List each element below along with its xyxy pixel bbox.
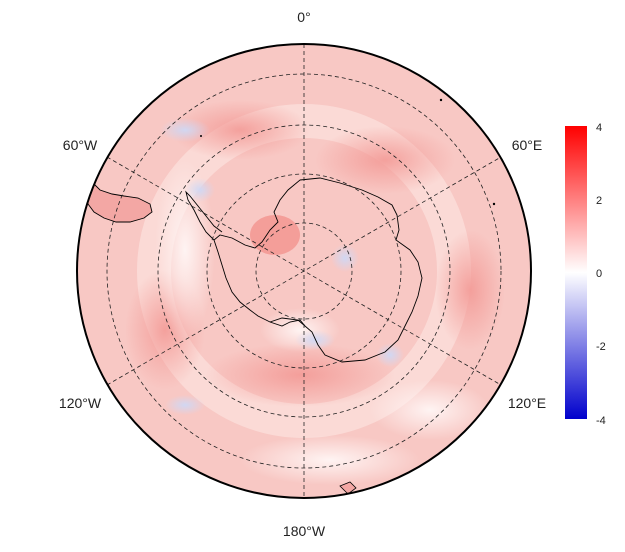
latitude-circle [157,124,451,418]
anomaly-field [77,44,531,498]
colorbar-tick-0: 0 [596,268,602,280]
lon-label-60e: 60°E [512,137,543,153]
colorbar-tick-minus4: -4 [596,415,606,427]
lon-label-60w: 60°W [63,137,98,153]
latitude-circle [255,222,353,320]
colorbar-ramp [565,126,587,419]
colorbar-tick-minus2: -2 [596,341,606,353]
lon-label-180w: 180°W [283,523,326,539]
south-america-tip [87,181,153,223]
lon-label-120w: 120°W [59,395,102,411]
graticule [106,44,502,498]
lon-label-120e: 120°E [508,395,546,411]
colorbar: 4 2 0 -2 -4 [565,122,606,427]
colorbar-tick-4: 4 [596,122,602,134]
map-frame [76,43,532,499]
latitude-circle [206,173,402,369]
lon-label-0: 0° [297,9,310,25]
antarctica-coastline [213,177,423,363]
colorbar-tick-2: 2 [596,195,602,207]
antarctic-peninsula [185,190,223,241]
meridian-120w-60e [106,156,502,386]
